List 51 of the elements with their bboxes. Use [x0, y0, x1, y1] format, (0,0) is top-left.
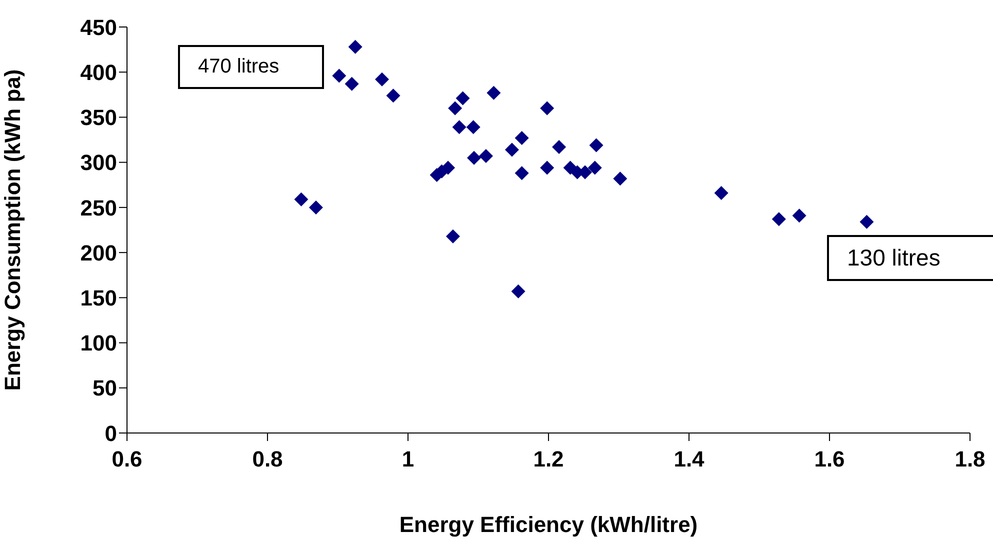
point	[375, 72, 390, 86]
y-tick-label: 200	[80, 240, 117, 266]
point	[467, 150, 482, 165]
y-tick-label: 0	[104, 420, 117, 446]
y-tick-label: 450	[80, 14, 117, 40]
x-tick-label: 1.4	[674, 446, 706, 472]
point	[714, 186, 728, 200]
point	[452, 120, 466, 134]
point	[511, 284, 526, 298]
point	[294, 192, 308, 206]
point	[441, 160, 456, 175]
point	[344, 76, 359, 91]
point	[308, 200, 323, 214]
point	[448, 101, 462, 116]
point	[504, 142, 519, 157]
point	[446, 229, 460, 244]
point	[332, 68, 346, 83]
x-tick-label: 1.2	[533, 446, 564, 472]
y-tick-label: 400	[80, 60, 117, 85]
point	[456, 91, 470, 106]
point	[466, 120, 480, 134]
x-tick-label: 1	[402, 446, 414, 472]
x-tick-label: 0.8	[252, 446, 283, 472]
point	[514, 166, 529, 180]
x-axis-title: Energy Efficiency (kWh/litre)	[399, 512, 698, 537]
y-tick-label: 100	[80, 330, 117, 356]
point	[589, 138, 604, 152]
y-tick-label: 150	[80, 285, 117, 310]
point	[486, 86, 501, 100]
point	[540, 160, 554, 175]
point	[613, 172, 628, 186]
point	[540, 101, 554, 116]
point	[514, 130, 529, 145]
point	[478, 149, 493, 164]
x-tick-label: 0.6	[112, 446, 142, 472]
point	[552, 140, 566, 154]
y-tick-label: 350	[80, 105, 117, 130]
annotation: 130 litres	[847, 244, 940, 272]
point	[772, 212, 786, 226]
annotation: 470 litres	[198, 56, 280, 78]
x-tick-label: 1.6	[814, 446, 845, 472]
point	[386, 88, 400, 103]
y-tick-label: 300	[80, 150, 117, 176]
x-tick-label: 1.8	[954, 446, 986, 472]
y-tick-label: 50	[92, 376, 117, 401]
point	[348, 40, 362, 54]
point	[792, 208, 806, 223]
point	[860, 214, 874, 229]
point	[588, 160, 602, 175]
y-axis-title: Energy Consumption (kWh pa)	[0, 69, 25, 391]
y-tick-label: 250	[80, 195, 117, 220]
